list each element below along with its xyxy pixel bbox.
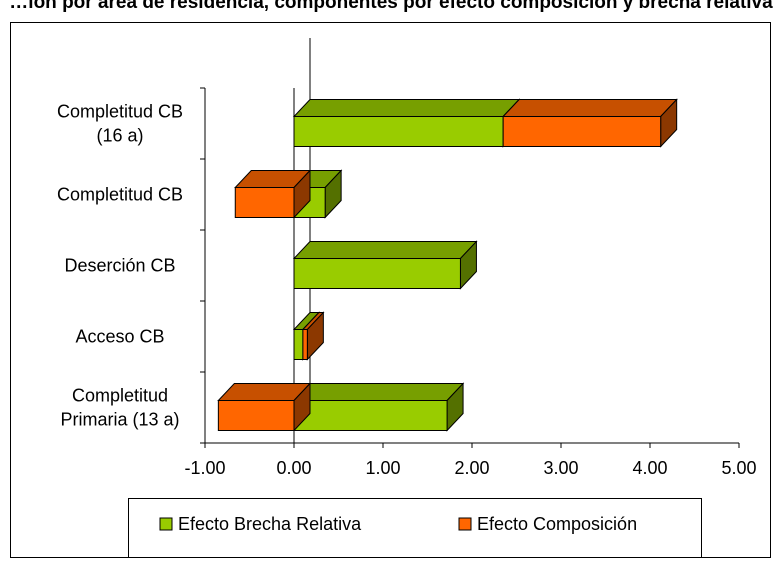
bar-brecha-front — [293, 400, 448, 431]
x-tick-label: 4.00 — [632, 458, 667, 478]
legend: Efecto Brecha Relativa Efecto Composició… — [128, 498, 702, 558]
bar-brecha — [292, 382, 465, 432]
bar-composicion-front — [234, 187, 295, 218]
category-label: Acceso CB — [75, 327, 164, 347]
bar-composicion-front — [217, 400, 295, 431]
bars-layer — [217, 98, 678, 432]
category-label: Completitud CB — [57, 185, 183, 205]
category-label: (16 a) — [96, 126, 143, 146]
chart-title: …ión por área de residencia, componentes… — [9, 0, 773, 13]
x-tick-label: 1.00 — [365, 458, 400, 478]
x-tick-label: 3.00 — [543, 458, 578, 478]
category-label: Completitud — [72, 386, 168, 406]
legend-label-composicion: Efecto Composición — [477, 514, 637, 534]
bar-composicion — [234, 169, 312, 219]
bar-brecha — [292, 98, 521, 148]
labels-layer: -1.00 0.00 1.00 2.00 3.00 4.00 5.00 Completitud… — [57, 102, 757, 479]
bar-brecha-top — [292, 383, 465, 401]
bar-composicion — [501, 98, 678, 148]
bar-brecha-top — [292, 241, 478, 259]
x-tick-label: 0.00 — [276, 458, 311, 478]
legend-box — [128, 498, 702, 558]
legend-swatch-composicion — [458, 517, 472, 531]
bar-composicion — [301, 311, 325, 361]
category-label: Primaria (13 a) — [60, 410, 179, 430]
bar-brecha-front — [293, 329, 304, 360]
x-tick-label: -1.00 — [184, 458, 225, 478]
category-label: Deserción CB — [64, 256, 175, 276]
bar-composicion-top — [501, 99, 678, 117]
bar-brecha-top — [292, 99, 521, 117]
bar-composicion-front — [502, 116, 662, 147]
bar-brecha — [292, 240, 478, 290]
x-tick-label: 2.00 — [454, 458, 489, 478]
bar-brecha-front — [293, 258, 461, 289]
bar-brecha-front — [293, 116, 504, 147]
bar-composicion-front — [302, 329, 308, 360]
legend-label-brecha: Efecto Brecha Relativa — [178, 514, 362, 534]
legend-swatch-brecha — [159, 517, 173, 531]
bar-composicion — [217, 382, 312, 432]
x-tick-label: 5.00 — [721, 458, 756, 478]
category-label: Completitud CB — [57, 102, 183, 122]
